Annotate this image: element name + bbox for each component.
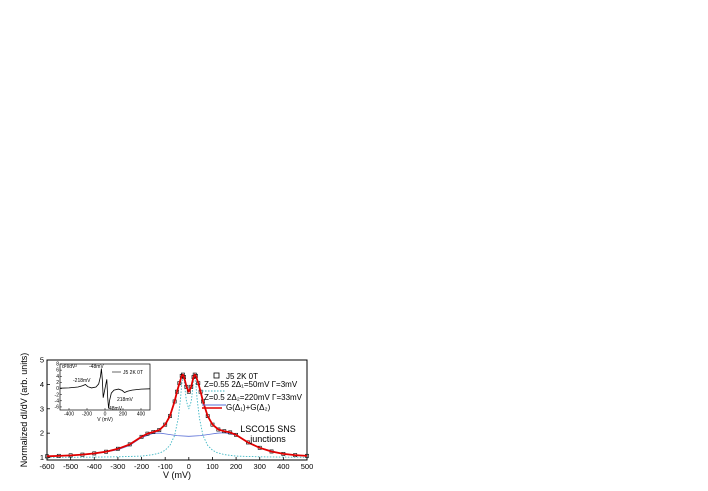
inset-y-tick-label: 6	[56, 368, 59, 374]
legend: J5 2K 0T Z=0.55 2Δ₁=50mV Γ=3mV Z=0.5 2Δ₂…	[202, 372, 303, 412]
annotation-line-1: LSCO15 SNS	[240, 424, 296, 434]
inset-x-axis-label: V (mV)	[97, 417, 113, 423]
inset-y-tick-label: -6	[55, 405, 60, 411]
annotation-line-2: junctions	[249, 434, 286, 444]
main-series-group	[45, 372, 309, 459]
inset-annotation-neg218: -218mV	[73, 378, 91, 384]
y-tick-label: 5	[40, 356, 44, 365]
inset-x-tick-label: 200	[119, 412, 128, 418]
inset-y-axis-label: d²I/dV²	[62, 364, 77, 370]
x-tick-label: -200	[134, 462, 149, 471]
inset-x-tick-label: 400	[137, 412, 146, 418]
inset-y-tick-label: -4	[55, 398, 60, 404]
inset-annotation-pos48: 48mV	[109, 406, 123, 412]
x-tick-label: -600	[39, 462, 54, 471]
legend-label-delta2: Z=0.5 2Δ₂=220mV Γ=33mV	[204, 393, 303, 402]
x-tick-label: 400	[277, 462, 290, 471]
legend-label-sum: G(Δ₁)+G(Δ₂)	[226, 403, 271, 412]
x-tick-label: 300	[253, 462, 266, 471]
legend-marker-data	[213, 372, 220, 379]
main-axis-ticks: -600 -500 -400 -300 -200 -100 0 100 200 300 400 500…	[39, 356, 313, 472]
inset-legend-label: J5 2K 0T	[123, 370, 143, 376]
x-tick-label: 500	[301, 462, 314, 471]
inset-annotation-neg48: -48mV	[89, 364, 104, 370]
inset-y-tick-label: 0	[56, 386, 59, 392]
inset-annotation-pos218: 218mV	[117, 397, 134, 403]
y-axis-label: Normalized dI/dV (arb. units)	[19, 353, 29, 468]
inset-y-tick-label: 2	[56, 380, 59, 386]
x-tick-label: -300	[110, 462, 125, 471]
inset-data-series	[59, 368, 151, 409]
main-plot-frame	[46, 359, 308, 461]
inset-series-group	[59, 368, 151, 409]
delta1-fit-series	[47, 376, 308, 458]
inset-x-tick-label: -400	[64, 412, 74, 418]
legend-label-data: J5 2K 0T	[226, 372, 258, 381]
inset-y-tick-label: 8	[56, 362, 59, 368]
x-tick-label: 200	[230, 462, 243, 471]
inset-x-tick-label: -200	[82, 412, 92, 418]
y-tick-label: 3	[40, 404, 44, 413]
x-tick-label: -500	[63, 462, 78, 471]
y-tick-label: 2	[40, 429, 44, 438]
x-tick-label: 100	[206, 462, 219, 471]
inset-y-tick-label: 4	[56, 374, 59, 380]
inset-x-tick-label: 0	[104, 412, 107, 418]
x-tick-label: -400	[87, 462, 102, 471]
x-axis-label: V (mV)	[163, 470, 191, 480]
x-tick-label: -100	[158, 462, 173, 471]
inset-y-tick-label: -2	[55, 392, 60, 398]
legend-label-delta1: Z=0.55 2Δ₁=50mV Γ=3mV	[204, 380, 298, 389]
y-tick-label: 4	[40, 380, 44, 389]
y-tick-label: 1	[40, 453, 44, 462]
sum-fit-series	[46, 373, 308, 458]
x-tick-label: 0	[187, 462, 191, 471]
